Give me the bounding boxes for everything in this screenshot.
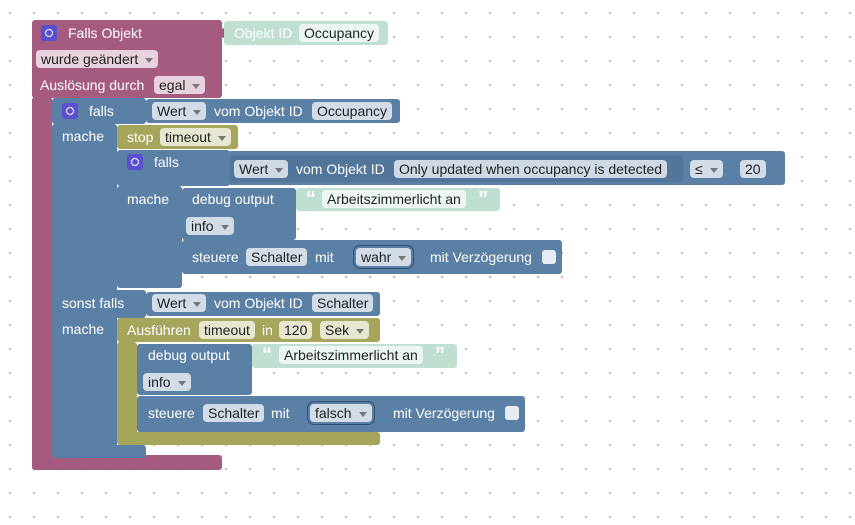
label: mit Verzögerung — [430, 249, 532, 265]
dropdown[interactable]: wahr — [352, 245, 415, 269]
field[interactable]: timeout — [199, 321, 255, 339]
dropdown[interactable]: wurde geändert — [36, 50, 159, 68]
quote: ” — [478, 188, 488, 210]
gear-icon[interactable] — [41, 25, 57, 41]
field[interactable]: Arbeitszimmerlicht an — [279, 346, 423, 364]
quote: ” — [435, 344, 445, 366]
label: falls — [154, 154, 179, 170]
label: steuere — [148, 405, 195, 421]
gear-icon[interactable] — [127, 154, 143, 170]
field[interactable]: Schalter — [203, 404, 265, 422]
dropdown[interactable]: falsch — [307, 401, 375, 425]
label: debug output — [148, 347, 230, 363]
label: Objekt ID — [234, 25, 293, 41]
quote: “ — [306, 188, 316, 210]
label: mit Verzögerung — [393, 405, 495, 421]
dropdown[interactable]: timeout — [160, 128, 231, 146]
dropdown[interactable]: Sek — [320, 321, 370, 339]
checkbox[interactable] — [542, 250, 556, 264]
dropdown[interactable]: Wert — [152, 294, 207, 312]
block[interactable] — [32, 97, 52, 470]
label: vom Objekt ID — [296, 161, 385, 177]
field[interactable]: Schalter — [246, 248, 308, 266]
block[interactable] — [117, 342, 137, 445]
label: mit — [271, 405, 290, 421]
quote: “ — [262, 344, 272, 366]
label: vom Objekt ID — [214, 295, 303, 311]
label: Falls Objekt — [68, 25, 142, 41]
label: mit — [315, 249, 334, 265]
field[interactable]: Occupancy — [299, 24, 380, 42]
dropdown[interactable]: ≤ — [690, 160, 723, 178]
block[interactable] — [117, 186, 182, 288]
field[interactable]: 20 — [740, 160, 766, 178]
dropdown[interactable]: info — [186, 217, 234, 235]
label: steuere — [192, 249, 239, 265]
block[interactable] — [52, 290, 146, 318]
label: in — [262, 322, 273, 338]
label: falls — [89, 103, 114, 119]
field[interactable]: Occupancy — [312, 102, 393, 120]
label: mache — [127, 191, 170, 207]
label: Ausführen — [127, 322, 191, 338]
block[interactable] — [52, 445, 146, 458]
field[interactable]: Arbeitszimmerlicht an — [322, 190, 466, 208]
checkbox[interactable] — [505, 406, 519, 420]
field[interactable]: Only updated when occupancy is detected — [394, 160, 668, 178]
label: mache — [62, 128, 105, 144]
field[interactable]: 120 — [279, 321, 313, 339]
label: mache — [62, 321, 105, 337]
label: Auslösung durch — [40, 77, 145, 93]
label: sonst falls — [62, 295, 125, 311]
dropdown[interactable]: Wert — [152, 102, 207, 120]
gear-icon[interactable] — [62, 103, 78, 119]
dropdown[interactable]: egal — [154, 76, 206, 94]
block[interactable] — [117, 432, 380, 445]
label: stop — [127, 129, 154, 145]
block[interactable] — [32, 455, 222, 470]
dropdown[interactable]: info — [143, 373, 191, 391]
field[interactable]: Schalter — [312, 294, 374, 312]
label: vom Objekt ID — [214, 103, 303, 119]
label: debug output — [192, 191, 274, 207]
dropdown[interactable]: Wert — [234, 160, 289, 178]
